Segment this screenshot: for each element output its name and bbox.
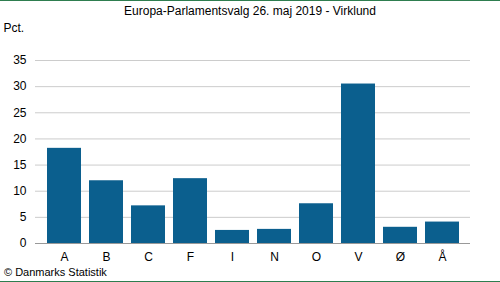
svg-text:B: B: [102, 250, 110, 264]
svg-text:20: 20: [13, 132, 27, 146]
svg-text:Ø: Ø: [396, 250, 405, 264]
svg-text:15: 15: [13, 158, 27, 172]
svg-text:Pct.: Pct.: [4, 21, 25, 35]
svg-text:A: A: [60, 250, 68, 264]
svg-text:0: 0: [20, 236, 27, 250]
svg-text:5: 5: [20, 210, 27, 224]
html-text:© Danmarks Statistik: © Danmarks Statistik: [4, 266, 107, 278]
svg-text:O: O: [312, 250, 321, 264]
svg-text:C: C: [144, 250, 153, 264]
svg-text:35: 35: [13, 53, 27, 67]
svg-text:V: V: [354, 250, 362, 264]
svg-text:F: F: [187, 250, 194, 264]
html-text:Europa-Parlamentsvalg 26. maj: Europa-Parlamentsvalg 26. maj 2019 - Vir…: [124, 4, 376, 18]
svg-text:I: I: [231, 250, 234, 264]
svg-text:10: 10: [13, 184, 27, 198]
svg-text:Å: Å: [438, 249, 446, 264]
svg-text:N: N: [270, 250, 279, 264]
svg-text:25: 25: [13, 106, 27, 120]
svg-text:30: 30: [13, 79, 27, 93]
